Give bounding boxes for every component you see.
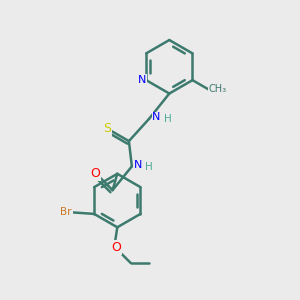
Text: N: N (138, 75, 146, 85)
Text: H: H (164, 114, 171, 124)
Text: N: N (134, 160, 142, 170)
Text: H: H (145, 162, 153, 172)
Text: S: S (103, 122, 111, 135)
Text: O: O (111, 241, 121, 254)
Text: O: O (91, 167, 100, 180)
Text: Br: Br (61, 207, 72, 217)
Text: N: N (152, 112, 161, 122)
Text: CH₃: CH₃ (208, 84, 226, 94)
